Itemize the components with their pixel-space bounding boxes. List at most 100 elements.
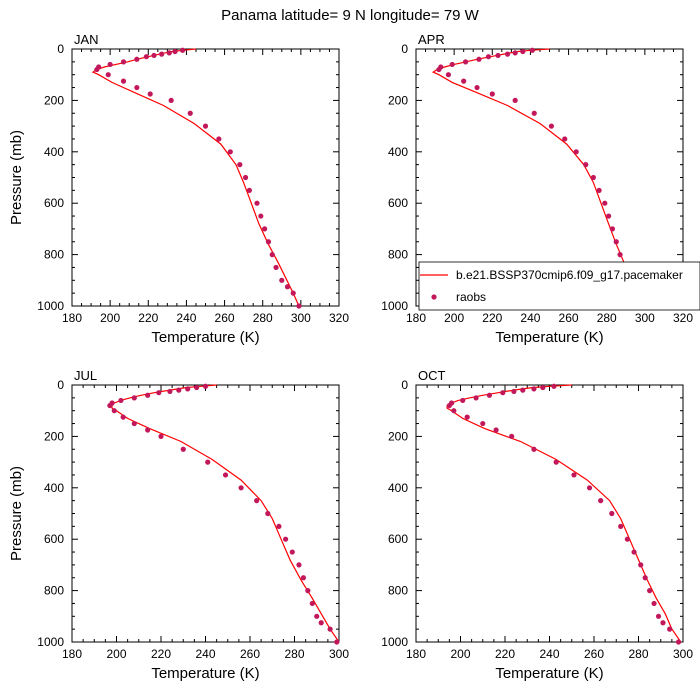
x-axis-label: Temperature (K) xyxy=(151,665,259,682)
raobs-point xyxy=(254,498,260,504)
x-tick-label: 300 xyxy=(635,311,655,325)
raobs-point xyxy=(613,239,619,245)
raobs-point xyxy=(254,200,260,206)
raobs-point xyxy=(265,239,272,245)
y-tick-label: 1000 xyxy=(381,299,408,313)
raobs-point xyxy=(290,290,296,296)
raobs-point xyxy=(172,48,178,55)
raobs-point xyxy=(134,56,140,62)
x-tick-label: 200 xyxy=(444,311,464,325)
raobs-point xyxy=(143,54,149,60)
x-axis-label: Temperature (K) xyxy=(151,329,259,346)
x-tick-label: 260 xyxy=(215,311,235,325)
raobs-point xyxy=(461,78,467,84)
raobs-point xyxy=(151,52,157,59)
x-tick-label: 200 xyxy=(450,647,470,661)
raobs-point xyxy=(284,284,291,290)
y-tick-label: 1000 xyxy=(381,635,408,649)
raobs-point xyxy=(655,613,662,619)
raobs-point xyxy=(265,510,271,517)
x-tick-label: 300 xyxy=(673,647,693,661)
raobs-point xyxy=(156,390,162,396)
raobs-point xyxy=(631,549,637,555)
raobs-point xyxy=(493,427,499,433)
raobs-point xyxy=(445,72,452,78)
y-tick-label: 0 xyxy=(57,42,64,56)
x-tick-label: 220 xyxy=(138,311,158,325)
y-tick-label: 800 xyxy=(44,248,64,262)
x-tick-label: 280 xyxy=(253,311,273,325)
raobs-point xyxy=(642,575,648,581)
raobs-point xyxy=(562,136,568,142)
x-tick-label: 200 xyxy=(100,311,120,325)
raobs-point xyxy=(598,498,604,504)
raobs-point xyxy=(94,66,100,73)
raobs-point xyxy=(609,510,615,517)
legend-box xyxy=(418,261,700,311)
panel-jul: 180 200 220 240 260 280 300 0 200 400 600 800 1000 JU… xyxy=(8,368,349,682)
raobs-point xyxy=(586,485,593,491)
y-tick-label: 400 xyxy=(388,145,408,159)
x-axis-label: Temperature (K) xyxy=(495,665,603,682)
raobs-point xyxy=(107,61,113,68)
panels: 180 200 220 240 260 280 300 320 0 200 400 600 800 100… xyxy=(8,32,693,682)
y-tick-label: 200 xyxy=(388,429,408,443)
raobs-point xyxy=(216,136,222,142)
raobs-point xyxy=(120,414,126,420)
raobs-point xyxy=(283,536,289,542)
raobs-point xyxy=(327,626,333,632)
raobs-point xyxy=(273,264,279,271)
y-tick-label: 200 xyxy=(44,429,64,443)
x-tick-label: 180 xyxy=(406,647,426,661)
raobs-point xyxy=(145,392,151,398)
raobs-point xyxy=(531,110,537,116)
x-tick-label: 200 xyxy=(106,647,126,661)
panel-title: OCT xyxy=(418,368,446,383)
x-tick-label: 280 xyxy=(597,311,617,325)
raobs-point xyxy=(509,433,515,439)
raobs-point xyxy=(489,91,495,97)
x-tick-label: 180 xyxy=(406,311,426,325)
raobs-point xyxy=(107,402,113,409)
x-tick-label: 220 xyxy=(151,647,171,661)
raobs-point xyxy=(314,613,320,619)
raobs-point xyxy=(105,72,111,78)
raobs-point xyxy=(660,620,666,626)
panel-title: JUL xyxy=(74,368,97,383)
raobs-point xyxy=(624,536,630,542)
raobs-point xyxy=(318,620,324,626)
x-tick-label: 260 xyxy=(584,647,604,661)
raobs-point xyxy=(185,386,191,392)
raobs-point xyxy=(462,59,469,65)
y-axis-label: Pressure (mb) xyxy=(8,466,25,561)
raobs-point xyxy=(606,213,612,219)
raobs-point xyxy=(520,48,526,55)
raobs-point xyxy=(485,54,492,60)
y-tick-label: 600 xyxy=(388,196,408,210)
raobs-point xyxy=(647,588,653,594)
raobs-point xyxy=(296,303,302,309)
y-tick-label: 200 xyxy=(44,93,64,107)
raobs-point xyxy=(675,639,682,645)
raobs-point xyxy=(180,47,186,53)
raobs-point xyxy=(120,59,127,65)
raobs-point xyxy=(449,61,455,68)
raobs-point xyxy=(176,387,182,393)
y-tick-label: 0 xyxy=(401,42,408,56)
x-tick-label: 260 xyxy=(240,647,260,661)
x-tick-label: 300 xyxy=(329,647,349,661)
x-tick-label: 300 xyxy=(291,311,311,325)
raobs-point xyxy=(131,395,137,401)
raobs-point xyxy=(147,91,153,97)
x-tick-label: 320 xyxy=(329,311,349,325)
raobs-point xyxy=(296,562,302,568)
raobs-point xyxy=(227,149,233,155)
raobs-point xyxy=(166,50,172,56)
raobs-point xyxy=(269,252,275,258)
raobs-point xyxy=(618,523,624,529)
raobs-point xyxy=(262,226,268,232)
raobs-point xyxy=(500,390,506,396)
y-tick-label: 800 xyxy=(44,584,64,598)
raobs-point xyxy=(167,388,173,395)
